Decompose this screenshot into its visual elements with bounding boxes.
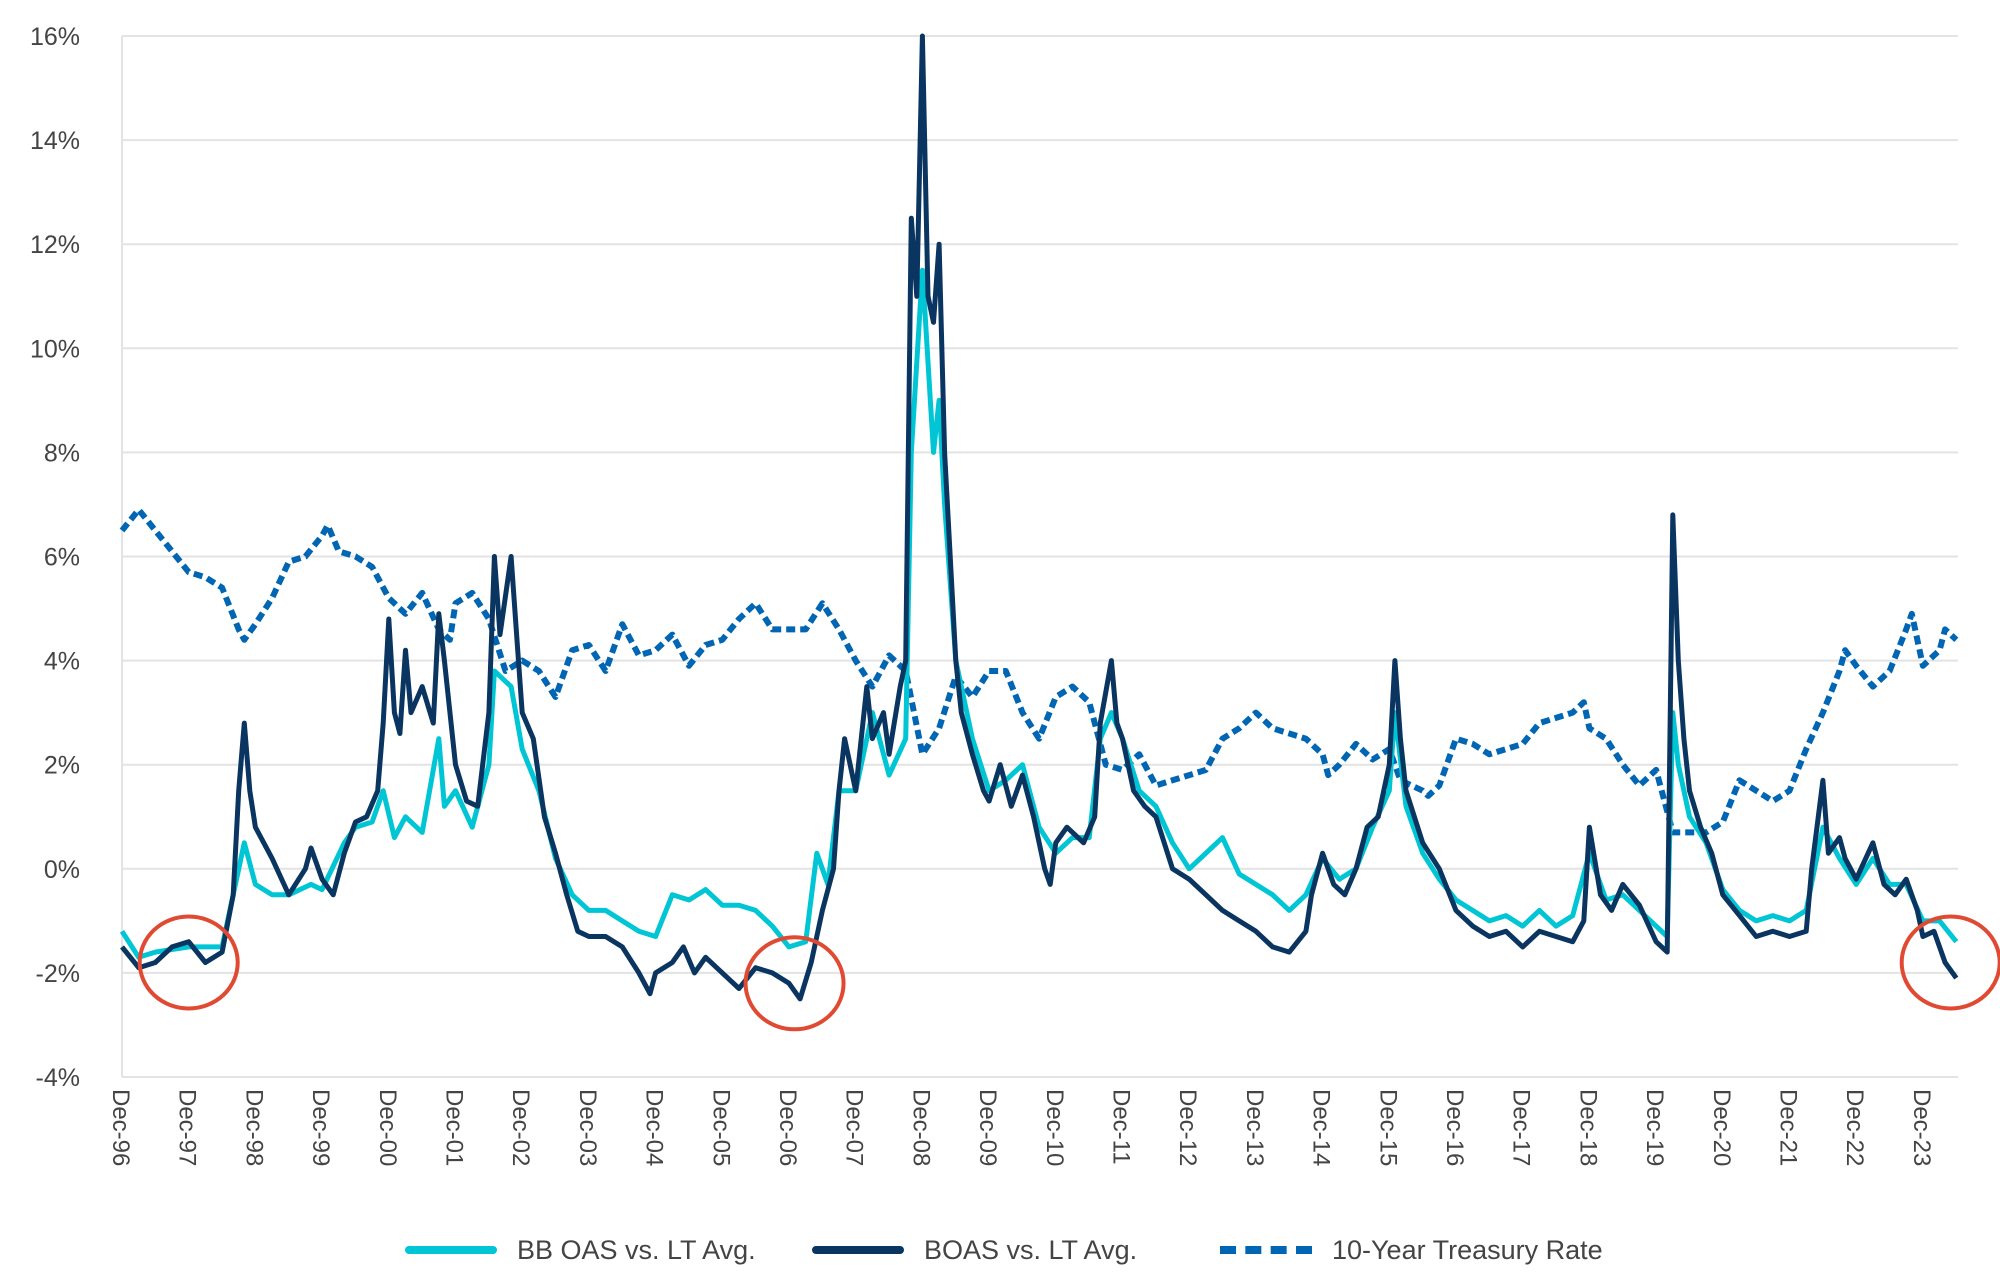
x-tick-label: Dec-96 [107,1089,134,1166]
gridlines [121,35,1958,1078]
x-tick-label: Dec-00 [374,1089,401,1166]
legend-label: BOAS vs. LT Avg. [924,1234,1138,1265]
x-tick-label: Dec-04 [641,1089,668,1166]
x-tick-label: Dec-21 [1775,1089,1802,1166]
y-tick-label: 6% [44,544,80,572]
x-tick-label: Dec-16 [1441,1089,1468,1166]
x-tick-label: Dec-99 [307,1089,334,1166]
x-tick-label: Dec-08 [907,1089,934,1166]
series-line-bb-oas-vs-lt-avg- [119,267,1959,960]
legend-item-bb-oas: BB OAS vs. LT Avg. [405,1228,756,1272]
highlight-circle [743,935,846,1032]
x-tick-label: Dec-23 [1908,1089,1935,1166]
x-tick-label: Dec-17 [1508,1089,1535,1166]
y-tick-label: 2% [44,752,80,780]
x-tick-label: Dec-19 [1641,1089,1668,1166]
y-tick-label: 0% [44,856,80,884]
y-tick-label: 12% [30,231,80,259]
annotations [137,914,2000,1032]
y-axis-ticks: -4% -2% 0% 2% 4% 6% 8% 10% 12% 14% 16% [30,23,80,1092]
y-tick-label: 16% [30,23,80,51]
highlight-circle [1899,914,2000,1011]
x-tick-label: Dec-11 [1108,1089,1135,1165]
x-tick-label: Dec-97 [174,1089,201,1166]
x-tick-label: Dec-15 [1374,1089,1401,1166]
legend-swatch-bb-oas [405,1246,497,1254]
x-tick-label: Dec-01 [441,1089,468,1166]
legend-item-boas: BOAS vs. LT Avg. [812,1228,1137,1272]
x-tick-label: Dec-18 [1574,1089,1601,1166]
x-tick-label: Dec-20 [1708,1089,1735,1166]
series-line-boas-vs-lt-avg- [120,33,1959,1002]
legend-swatch-boas [812,1246,904,1254]
series-line-10-year-treasury-rate [119,506,1959,836]
x-axis-ticks: Dec-96 Dec-97 Dec-98 Dec-99 Dec-00 Dec-01 Dec-… [107,1089,1935,1166]
x-tick-label: Dec-14 [1308,1089,1335,1166]
x-tick-label: Dec-13 [1241,1089,1268,1166]
legend-label: BB OAS vs. LT Avg. [517,1234,756,1265]
x-tick-label: Dec-22 [1841,1089,1868,1166]
legend: BB OAS vs. LT Avg. BOAS vs. LT Avg. 10-Y… [0,1228,2000,1272]
legend-label: 10-Year Treasury Rate [1332,1234,1603,1265]
x-tick-label: Dec-03 [574,1089,601,1166]
y-tick-label: 8% [44,439,80,467]
y-tick-label: -2% [36,960,80,988]
x-tick-label: Dec-12 [1174,1089,1201,1166]
x-tick-label: Dec-06 [774,1089,801,1166]
x-tick-label: Dec-10 [1041,1089,1068,1166]
series-lines [119,33,1959,1002]
y-tick-label: 10% [30,335,80,363]
x-tick-label: Dec-09 [974,1089,1001,1166]
legend-item-treasury: 10-Year Treasury Rate [1220,1228,1603,1272]
y-tick-label: 14% [30,127,80,155]
highlight-circle [137,914,240,1011]
y-tick-label: -4% [36,1064,80,1092]
y-tick-label: 4% [44,648,80,676]
x-tick-label: Dec-05 [707,1089,734,1166]
x-tick-label: Dec-07 [841,1089,868,1166]
x-tick-label: Dec-02 [507,1089,534,1166]
x-tick-label: Dec-98 [240,1089,267,1166]
legend-swatch-treasury [1220,1246,1312,1254]
